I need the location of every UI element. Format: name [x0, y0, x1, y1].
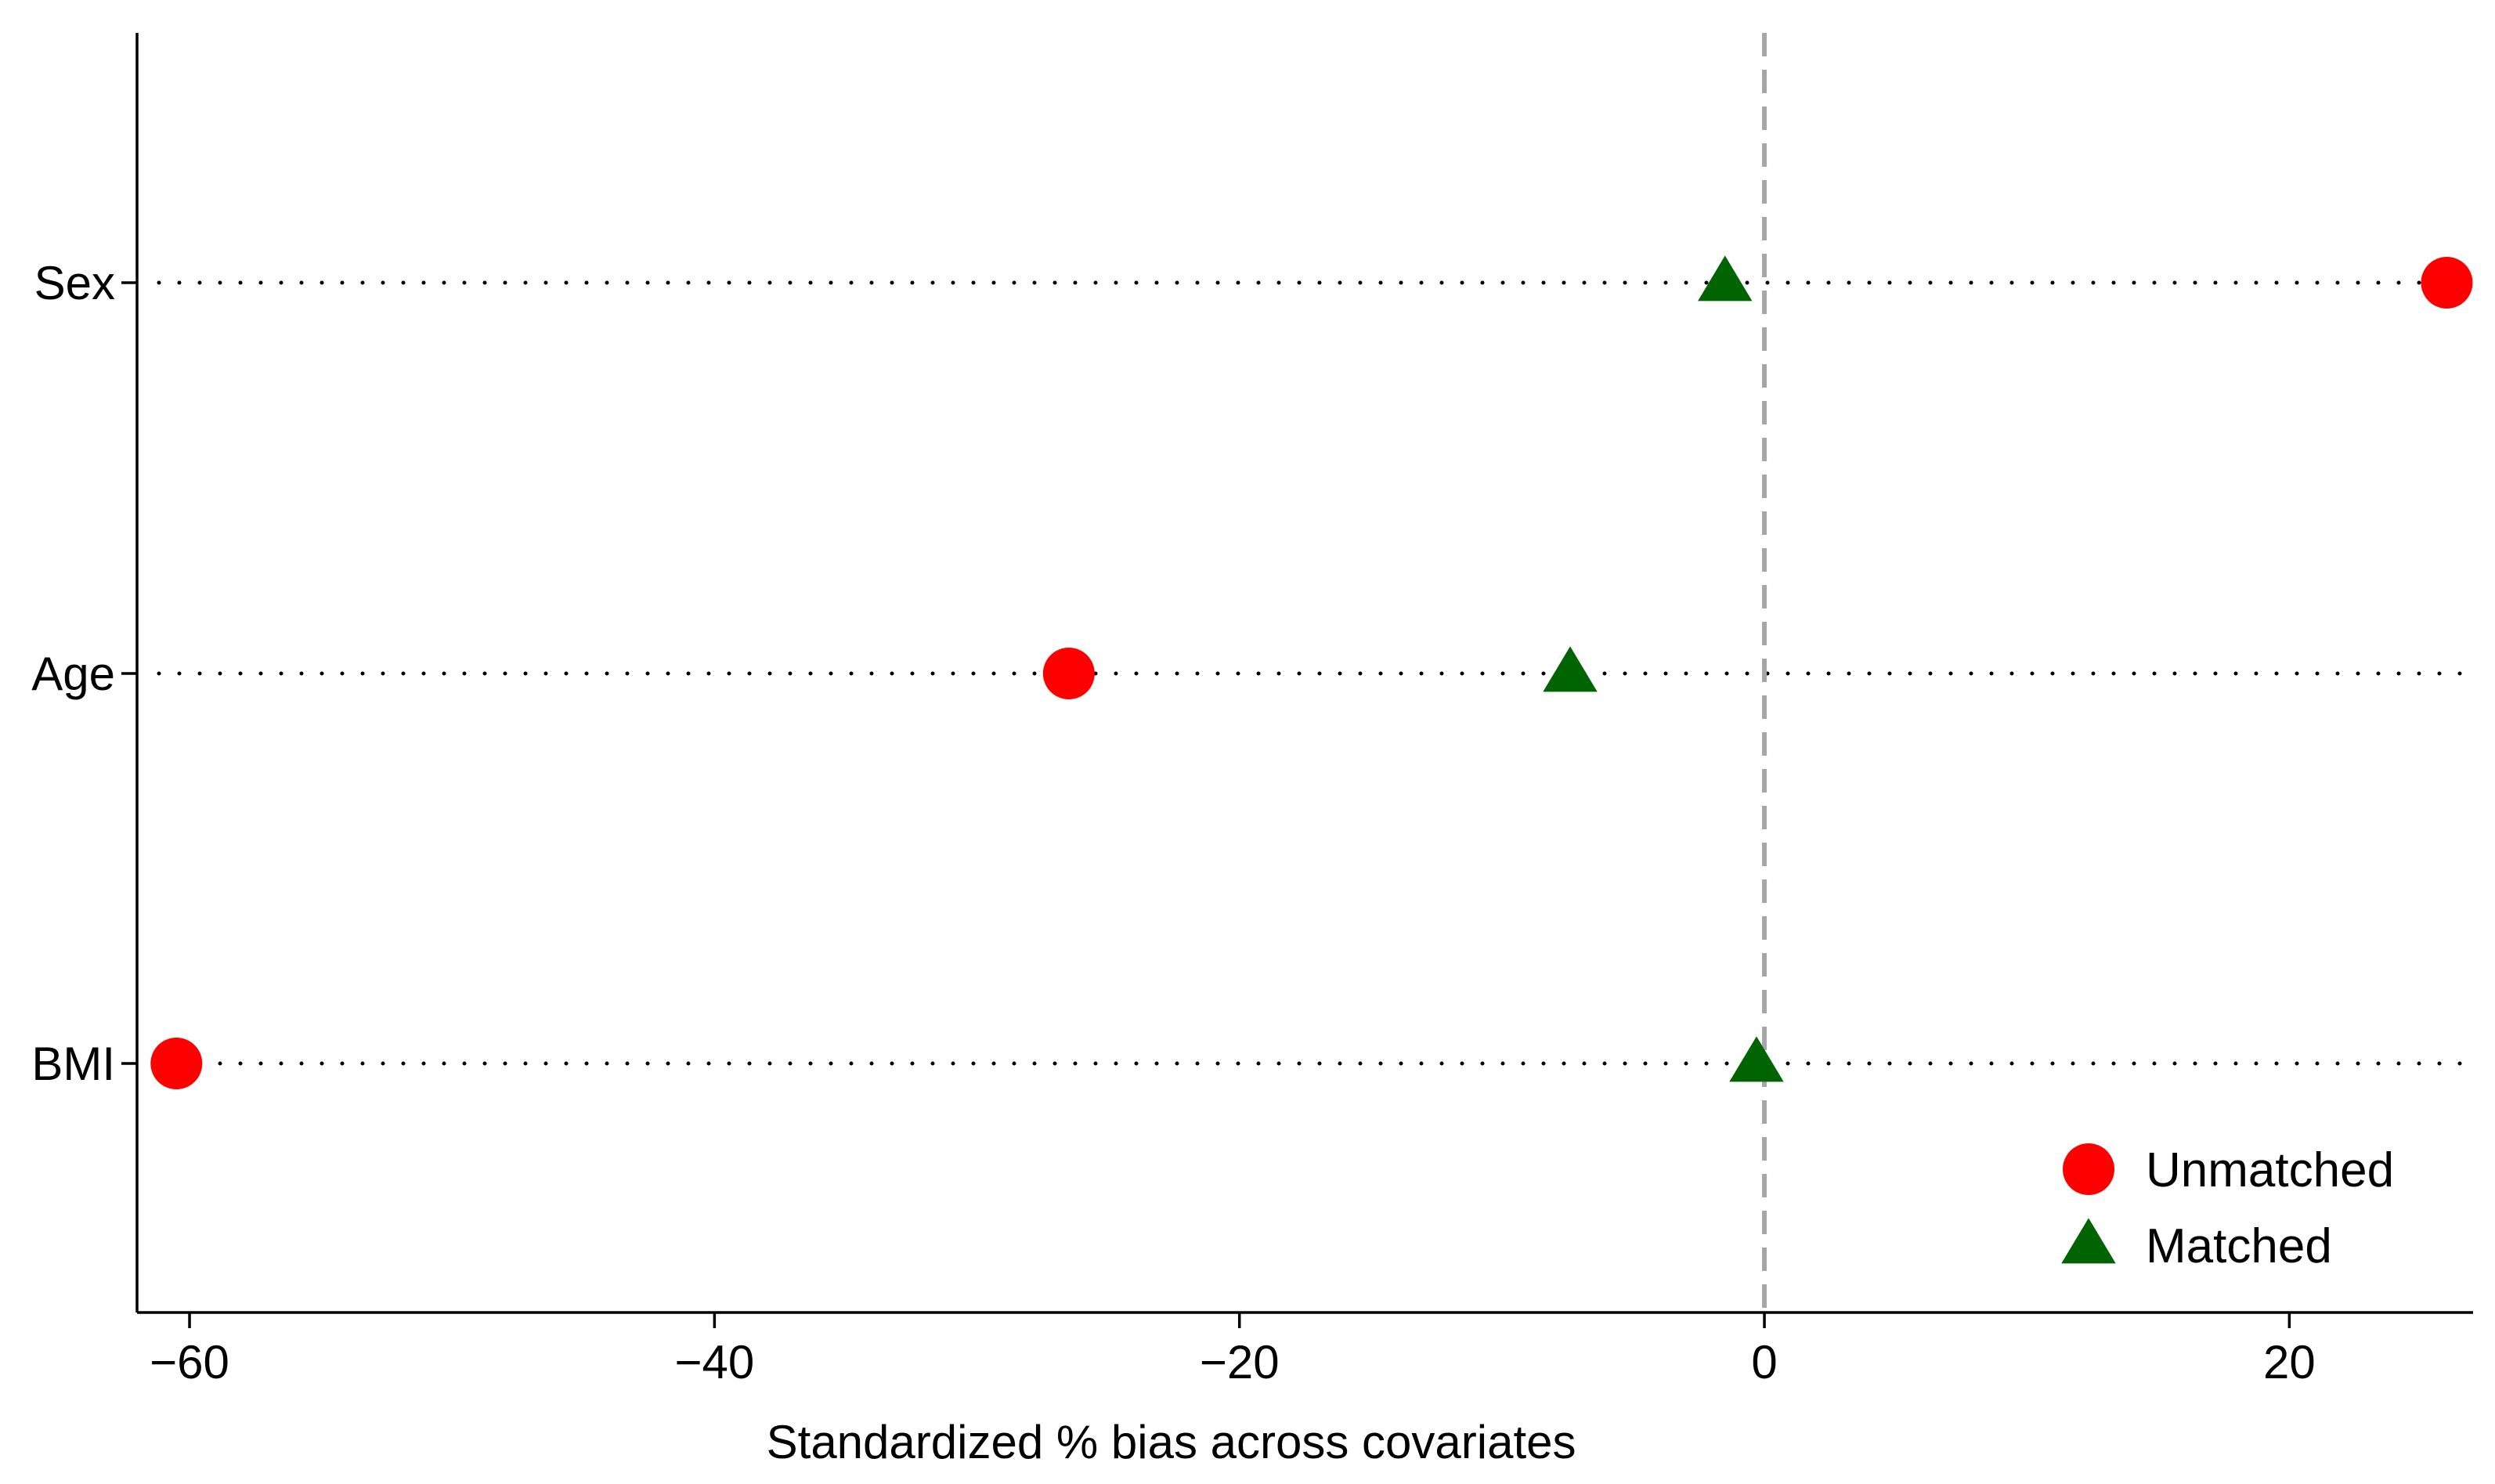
point-matched-age: [1543, 646, 1598, 692]
x-tick-label: −60: [150, 1336, 229, 1388]
legend-label-matched: Matched: [2146, 1219, 2332, 1273]
legend-marker-matched-icon: [2061, 1218, 2116, 1264]
point-unmatched-bmi: [150, 1038, 203, 1089]
legend-marker-unmatched-icon: [2063, 1143, 2114, 1195]
y-tick-label-bmi: BMI: [31, 1038, 115, 1090]
x-axis-label: Standardized % bias across covariates: [767, 1416, 1576, 1468]
point-unmatched-sex: [2421, 257, 2473, 309]
data-points: [150, 255, 2473, 1089]
x-tick-label: 0: [1751, 1336, 1777, 1388]
y-axis-ticks: Sex Age BMI: [31, 257, 137, 1090]
point-unmatched-age: [1042, 648, 1095, 699]
legend: Unmatched Matched: [2061, 1143, 2394, 1273]
x-tick-label: −20: [1200, 1336, 1280, 1388]
x-tick-label: −40: [674, 1336, 754, 1388]
legend-label-unmatched: Unmatched: [2146, 1143, 2394, 1197]
row-guides: [157, 280, 2468, 1066]
point-matched-bmi: [1729, 1036, 1784, 1082]
y-tick-label-age: Age: [31, 648, 115, 700]
x-tick-label: 20: [2263, 1336, 2316, 1388]
x-axis-ticks: −60 −40 −20 0 20: [150, 1312, 2316, 1388]
y-tick-label-sex: Sex: [34, 257, 115, 309]
point-matched-sex: [1698, 255, 1753, 301]
